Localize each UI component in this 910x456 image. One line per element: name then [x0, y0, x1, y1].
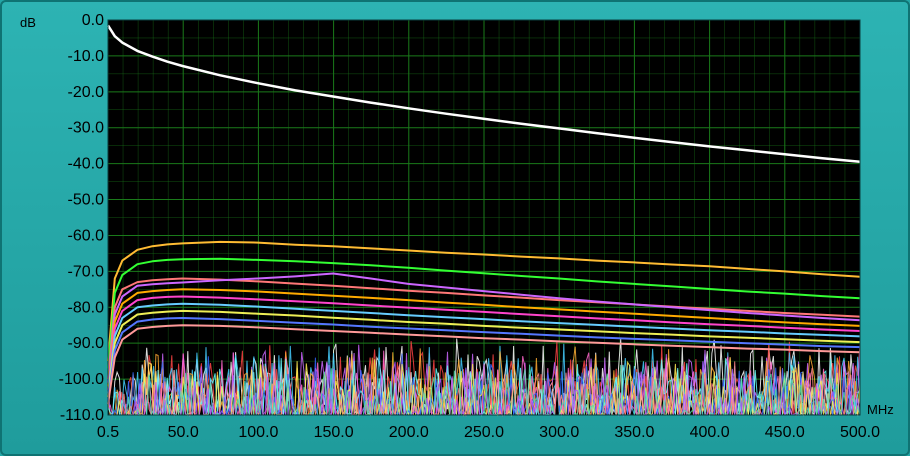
- series-line: [107, 309, 861, 398]
- y-tick-label: -60.0: [68, 227, 105, 244]
- y-unit-label: dB: [20, 15, 36, 30]
- series-line: [106, 24, 861, 164]
- x-axis: 0.5 50.0 100.0 150.0 200.0 250.0 300.0 350.0 400…: [97, 424, 880, 441]
- series-line: [107, 257, 861, 369]
- x-unit-label: MHz: [867, 402, 894, 417]
- y-tick-label: 0.0: [82, 12, 104, 29]
- x-tick-label: 100.0: [238, 424, 278, 441]
- series-line: [107, 295, 861, 391]
- y-tick-label: -110.0: [60, 407, 104, 424]
- y-tick-label: -20.0: [68, 84, 105, 101]
- x-tick-label: 400.0: [690, 424, 730, 441]
- y-tick-label: -70.0: [68, 263, 105, 280]
- x-tick-label: 50.0: [168, 424, 199, 441]
- series-group: [106, 24, 861, 405]
- y-tick-label: -90.0: [68, 335, 105, 352]
- series-line: [107, 317, 861, 401]
- grid: [107, 19, 861, 416]
- y-tick-label: -30.0: [68, 120, 105, 137]
- x-tick-label: 150.0: [314, 424, 354, 441]
- x-tick-label: 500.0: [840, 424, 880, 441]
- x-tick-label: 250.0: [464, 424, 504, 441]
- series-line: [107, 324, 861, 405]
- y-tick-label: -10.0: [68, 48, 105, 65]
- series-line: [107, 302, 861, 394]
- series-line: [107, 277, 861, 380]
- series-line: [107, 240, 861, 362]
- y-tick-label: -50.0: [68, 192, 105, 209]
- x-tick-label: 0.5: [97, 424, 119, 441]
- series-line: [107, 272, 861, 383]
- y-tick-label: -100.0: [59, 371, 104, 388]
- series-line: [107, 288, 861, 387]
- x-tick-label: 200.0: [389, 424, 429, 441]
- y-axis: 0.0 -10.0 -20.0 -30.0 -40.0 -50.0 -60.0 -70.0 -8…: [59, 12, 104, 424]
- x-tick-label: 350.0: [614, 424, 654, 441]
- x-tick-label: 450.0: [765, 424, 805, 441]
- plot-border: [107, 19, 861, 416]
- y-tick-label: -80.0: [68, 299, 105, 316]
- y-tick-label: -40.0: [68, 156, 105, 173]
- x-tick-label: 300.0: [539, 424, 579, 441]
